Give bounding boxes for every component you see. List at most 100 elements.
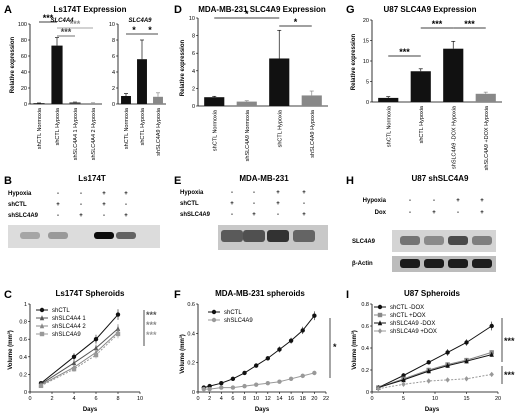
panel-e-sign: -: [253, 201, 255, 207]
panel-i-point: [464, 358, 469, 364]
panel-g-category-label: shSLC4A9 +DOX Hypoxia: [484, 105, 490, 170]
panel-e-blot-band: [243, 230, 265, 242]
panel-i-series-line: [378, 354, 492, 389]
panel-h-blot-actin-band: [472, 259, 492, 268]
panel-b-sign: +: [102, 191, 106, 197]
panel-e-blot-band: [293, 230, 315, 242]
panel-f-point: [300, 373, 305, 379]
panel-f-x-tick-label: 8: [243, 396, 246, 402]
panel-c-point: [115, 331, 121, 337]
panel-i-sig-label: ***: [504, 370, 515, 380]
panel-a-slc4a4-y-tick-label: 40: [21, 70, 27, 76]
panel-i-y-tick-label: 0.8: [361, 302, 369, 308]
panel-f-point: [201, 386, 207, 392]
panel-c-legend-label: shSLC4A4 2: [52, 324, 86, 330]
panel-e-sign: -: [231, 212, 233, 218]
panel-f-point: [219, 381, 224, 386]
panel-b-sign: -: [57, 191, 59, 197]
panel-h-sign: +: [480, 210, 484, 216]
panel-d-y-tick-label: 8: [192, 34, 195, 40]
panel-i-legend-label: shSLC4A9 +DOX: [390, 329, 437, 335]
panel-f-x-tick-label: 16: [288, 396, 294, 402]
panel-h-band-actin: β-Actin: [352, 261, 373, 267]
panel-a-slc4a4-bar: [33, 103, 45, 104]
panel-h-blot-actin-band: [400, 259, 420, 268]
panel-i-y-tick-label: 0: [366, 390, 369, 396]
panel-c-title: Ls174T Spheroids: [56, 289, 125, 298]
panel-b-blot-band: [116, 232, 136, 239]
panel-e-sign: -: [277, 212, 279, 218]
panel-f-point: [219, 385, 224, 390]
panel-c-legend-label: shSLC4A9: [52, 332, 81, 338]
panel-c-legend-point: [39, 331, 45, 337]
panel-g-sig-label: ***: [399, 47, 410, 57]
panel-f-point: [277, 379, 282, 384]
panel-a-slc4a4-bar: [69, 102, 81, 104]
panel-e-sign: +: [276, 190, 280, 196]
panel-f-x-tick-label: 4: [220, 396, 223, 402]
panel-e-row-shctl: shCTL: [180, 201, 199, 207]
panel-e-row-hypoxia: Hypoxia: [180, 190, 204, 196]
panel-f-point: [230, 385, 236, 390]
panel-a-slc4a9-bar: [153, 96, 163, 104]
panel-f-point: [265, 356, 271, 361]
panel-label-a: A: [4, 4, 12, 16]
panel-i-point: [426, 368, 431, 374]
panel-i-point: [376, 386, 381, 392]
panel-i-x-tick-label: 5: [402, 396, 405, 402]
panel-c-y-tick-label: 0.6: [19, 337, 27, 343]
panel-a-slc4a9-y-tick-label: 10: [109, 22, 115, 28]
panel-c-legend-point: [39, 315, 45, 321]
panel-h-sign: -: [409, 198, 411, 204]
panel-c-point: [38, 383, 44, 389]
panel-d-category-label: shCTL Hypoxia: [277, 109, 283, 147]
panel-d-title: MDA-MB-231 SLC4A9 Expression: [198, 5, 326, 14]
panel-i-point: [489, 323, 494, 329]
panel-c-point: [93, 345, 99, 351]
panel-b-blot-band: [94, 232, 114, 239]
panel-g-sig-label: ***: [432, 19, 443, 29]
panel-a-slc4a4-y-tick-label: 20: [21, 86, 27, 92]
panel-b-sign: +: [124, 213, 128, 219]
panel-a-subtitle-slc4a9: SLC4A9: [128, 18, 152, 24]
panel-f-x-tick-label: 0: [196, 396, 199, 402]
panel-e-sign: +: [302, 190, 306, 196]
panel-b-sign: +: [56, 202, 60, 208]
panel-i-point: [489, 351, 494, 357]
panel-b-blot-band: [48, 232, 68, 239]
panel-c-y-tick-label: 0: [24, 390, 27, 396]
panel-f-x-tick-label: 6: [231, 396, 234, 402]
panel-b-sign: +: [124, 191, 128, 197]
panel-c-series-line: [40, 331, 119, 386]
panel-f-x-tick-label: 12: [265, 396, 271, 402]
panel-f-point: [312, 370, 317, 376]
panel-e-row-shslc4a9: shSLC4A9: [180, 212, 211, 218]
panel-h-sign: -: [409, 210, 411, 216]
panel-label-h: H: [346, 175, 354, 187]
panel-b-row-shslc4a9: shSLC4A9: [8, 213, 39, 219]
panel-label-e: E: [174, 175, 181, 187]
panel-h-row-hypoxia: Hypoxia: [363, 198, 387, 204]
panel-h-blot-slc4a9-band: [400, 236, 420, 245]
panel-f-x-tick-label: 18: [300, 396, 306, 402]
panel-i-series-line: [378, 325, 492, 389]
panel-h-blot-actin-band: [424, 259, 444, 268]
panel-i-title: U87 Spheroids: [404, 289, 461, 298]
panel-b-sign: +: [102, 202, 106, 208]
panel-e-blot-band: [221, 230, 243, 242]
panel-label-d: D: [174, 4, 182, 16]
panel-h-title: U87 shSLC4A9: [412, 174, 469, 183]
panel-i-point: [445, 377, 450, 383]
panel-c-legend-point: [39, 307, 45, 313]
panel-f-y-tick-label: 0.6: [187, 302, 195, 308]
panel-c-y-tick-label: 0.2: [19, 372, 27, 378]
panel-c-x-tick-label: 0: [28, 396, 31, 402]
panel-c-ylabel: Volume (mm³): [7, 330, 14, 370]
panel-label-f: F: [174, 289, 181, 301]
panel-i-point: [464, 376, 469, 382]
panel-i-x-tick-label: 20: [495, 396, 501, 402]
panel-f-x-tick-label: 14: [276, 396, 282, 402]
panel-d-y-tick-label: 6: [192, 51, 195, 57]
